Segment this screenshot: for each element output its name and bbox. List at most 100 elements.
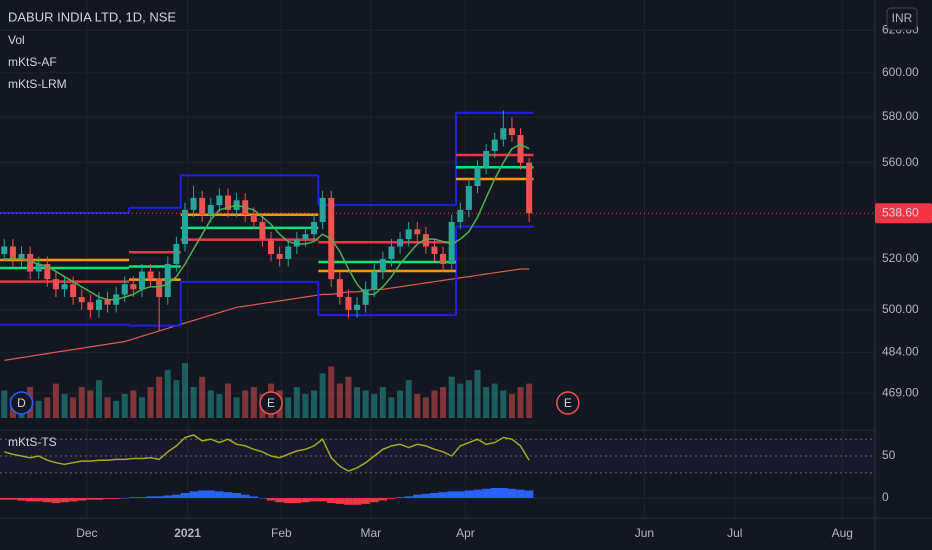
histogram-bar bbox=[154, 496, 164, 499]
y-tick-label: 580.00 bbox=[882, 109, 919, 123]
volume-bar bbox=[147, 387, 154, 418]
histogram-bar bbox=[240, 494, 250, 499]
candle-body bbox=[104, 299, 111, 305]
volume-bar bbox=[508, 393, 515, 418]
volume-bar bbox=[465, 380, 472, 418]
histogram-bar bbox=[120, 498, 130, 499]
candle-body bbox=[474, 167, 481, 187]
candle-body bbox=[448, 221, 455, 264]
candle-body bbox=[526, 162, 533, 214]
candle-body bbox=[276, 253, 283, 259]
candle-body bbox=[483, 151, 490, 168]
candle-body bbox=[216, 195, 223, 206]
candle-body bbox=[27, 253, 34, 272]
last-price-tag bbox=[875, 203, 932, 224]
volume-bar bbox=[526, 383, 533, 418]
volume-bar bbox=[440, 387, 447, 418]
histogram-bar bbox=[266, 498, 276, 501]
volume-bar bbox=[104, 397, 111, 418]
volume-bar bbox=[61, 393, 68, 418]
x-tick-label: 2021 bbox=[174, 526, 201, 540]
volume-bar bbox=[371, 393, 378, 418]
candle-body bbox=[362, 289, 369, 305]
candle-body bbox=[285, 246, 292, 259]
volume-bar bbox=[233, 397, 240, 418]
volume-bar bbox=[354, 387, 361, 418]
x-tick-label: Apr bbox=[456, 526, 475, 540]
volume-bar bbox=[121, 393, 128, 418]
volume-bar bbox=[35, 400, 42, 418]
volume-bar bbox=[181, 363, 188, 418]
event-label: E bbox=[564, 396, 572, 410]
grid bbox=[0, 0, 875, 518]
candle-body bbox=[345, 297, 352, 310]
y-tick-label: 500.00 bbox=[882, 302, 919, 316]
moving-average bbox=[4, 143, 530, 301]
oscillator-line bbox=[4, 434, 530, 472]
volume-bar bbox=[216, 393, 223, 418]
volume-bar bbox=[156, 376, 163, 418]
y-tick-label: 484.00 bbox=[882, 344, 919, 358]
currency-box[interactable] bbox=[886, 7, 918, 31]
candle-body bbox=[405, 229, 412, 240]
histogram-bar bbox=[137, 497, 147, 499]
volume-bar bbox=[431, 390, 438, 418]
candle-body bbox=[422, 234, 429, 247]
candle-body bbox=[319, 197, 326, 222]
candle-body bbox=[250, 214, 257, 222]
y-tick-label: 469.00 bbox=[882, 385, 919, 399]
histogram-bar bbox=[8, 498, 18, 500]
volume-bar bbox=[199, 376, 206, 418]
volume-bar bbox=[397, 390, 404, 418]
oscillator-tick-label: 50 bbox=[882, 448, 896, 462]
histogram-bar bbox=[455, 491, 465, 499]
candle-body bbox=[70, 284, 77, 298]
candle-body bbox=[302, 234, 309, 240]
candle-body bbox=[224, 195, 232, 210]
volume-bar bbox=[483, 387, 490, 418]
x-tick-label: Mar bbox=[360, 526, 381, 540]
candle-body bbox=[500, 128, 507, 140]
histogram-bar bbox=[77, 498, 87, 501]
candle-body bbox=[95, 299, 102, 310]
event-marker bbox=[259, 391, 283, 415]
histogram-bar bbox=[17, 498, 26, 501]
candle-body bbox=[35, 263, 42, 272]
volume-bar bbox=[405, 380, 412, 418]
y-tick-label: 600.00 bbox=[882, 65, 919, 79]
volume-bar bbox=[130, 390, 137, 418]
volume-bar bbox=[517, 387, 524, 418]
histogram-bar bbox=[206, 490, 216, 499]
chart-title: DABUR INDIA LTD, 1D, NSE bbox=[8, 9, 176, 24]
candle-body bbox=[18, 253, 25, 259]
volume-bar bbox=[500, 390, 507, 418]
volume-bar bbox=[113, 400, 120, 418]
histogram-bar bbox=[223, 492, 233, 499]
histogram-bar bbox=[507, 488, 517, 499]
histogram-bar bbox=[197, 490, 207, 499]
candle-body bbox=[259, 221, 266, 240]
volume-bar bbox=[345, 376, 352, 418]
histogram-bar bbox=[499, 487, 508, 499]
volume-bar bbox=[52, 383, 59, 418]
histogram-bar bbox=[146, 496, 155, 499]
candle-body bbox=[311, 221, 318, 235]
volume-bar bbox=[319, 373, 326, 418]
histogram-bar bbox=[481, 488, 491, 499]
candle-body bbox=[388, 246, 395, 259]
histogram-bar bbox=[309, 498, 319, 502]
candle-body bbox=[52, 279, 59, 290]
candle-body bbox=[293, 239, 300, 247]
candle-body bbox=[268, 239, 275, 254]
histogram-bar bbox=[258, 498, 267, 499]
candle-body bbox=[78, 297, 85, 303]
volume-bar bbox=[388, 397, 395, 418]
volume-bar bbox=[44, 397, 51, 418]
event-label: D bbox=[17, 396, 26, 410]
volume-bar bbox=[379, 387, 386, 418]
candle-body bbox=[457, 209, 464, 222]
x-tick-label: Jul bbox=[727, 526, 742, 540]
indicator-label: Vol bbox=[8, 33, 25, 47]
